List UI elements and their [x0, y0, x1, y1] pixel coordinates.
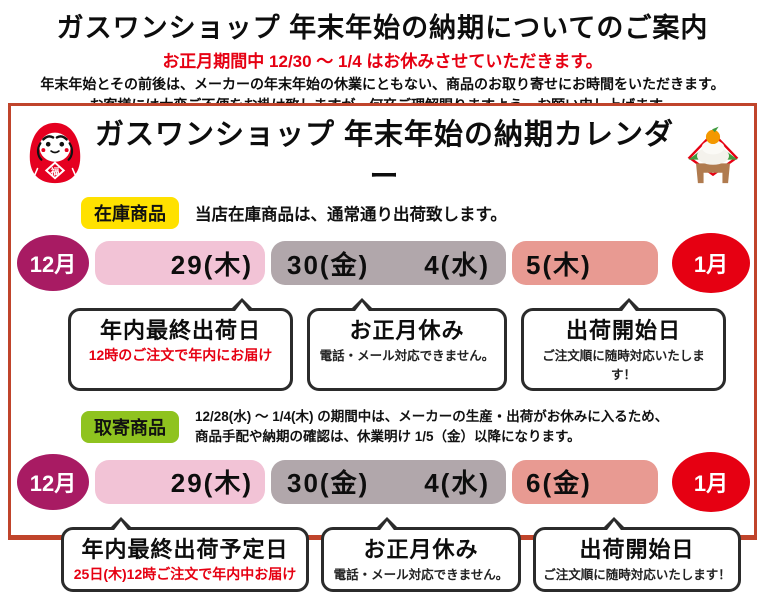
backorder-desc-line-1: 12/28(水) ～ 1/4(木) の期間中は、メーカーの生産・出荷がお休みに入…: [195, 409, 669, 424]
callout-title: お正月休み: [349, 318, 465, 343]
callout-last-ship-planned: 年内最終出荷予定日 25日(木)12時ご注文で年内中お届け: [61, 516, 309, 592]
callout-caret: [228, 298, 255, 315]
callout-caret: [107, 516, 134, 534]
page-header: ガスワンショップ 年末年始の納期についてのご案内 お正月期間中 12/30 ～ …: [0, 0, 765, 114]
callout-title: お正月休み: [363, 536, 479, 562]
callouts-stock: 年内最終出荷日 12時のご注文で年内にお届け お正月休み 電話・メール対応できま…: [11, 298, 754, 391]
stock-items-badge: 在庫商品: [81, 197, 179, 229]
bar-last-ship-stock: 29(木): [95, 241, 265, 285]
bar-holiday-backorder: 30(金) 4(水): [271, 459, 506, 504]
calendar-title: ガスワンショップ 年末年始の納期カレンダー: [94, 119, 675, 193]
callout-caret: [374, 516, 401, 534]
callout-ship-resume: 出荷開始日 ご注文順に随時対応いたします！: [533, 516, 741, 592]
callout-subtitle: 25日(木)12時ご注文で年内中お届け: [73, 565, 297, 582]
callout-title: 年内最終出荷日: [99, 318, 261, 343]
holiday-start-date: 30(金): [287, 468, 370, 498]
notice-line-1: 年末年始とその前後は、メーカーの年末年始の休業にともない、商品のお取り寄せにお時…: [40, 76, 725, 92]
backorder-desc-line-2: 商品手配や納期の確認は、休業明け 1/5（金）以降になります。: [195, 429, 581, 445]
month-december: 12月: [17, 453, 89, 510]
callout-caret: [348, 298, 375, 315]
bar-resume-stock: 5(木): [512, 241, 658, 285]
timeline-stock: 12月 29(木) 30(金) 4(水) 5(木) 1月: [11, 233, 754, 293]
callout-title: 年内最終出荷予定日: [81, 536, 289, 562]
callout-subtitle: ご注文順に随時対応いたします！: [543, 567, 731, 582]
bar-resume-backorder: 6(金): [512, 459, 658, 504]
callout-caret: [615, 298, 642, 315]
daruma-fuku-glyph: 福: [50, 165, 60, 176]
calendar-panel: 福 ガスワンショップ 年末年始の納期カレンダー 在庫商品 当店在庫商品は、通常通…: [8, 103, 757, 592]
callout-title: 出荷開始日: [565, 318, 681, 343]
holiday-notice: お正月期間中 12/30 ～ 1/4 はお休みさせていただきます。: [162, 52, 603, 71]
callout-title: 出荷開始日: [579, 536, 695, 562]
page-title: ガスワンショップ 年末年始の納期についてのご案内: [56, 13, 709, 43]
month-december: 12月: [17, 235, 89, 291]
bar-last-ship-backorder: 29(木): [95, 459, 265, 504]
backorder-items-badge: 取寄商品: [81, 411, 179, 444]
stock-section-description: 当店在庫商品は、通常通り出荷致します。: [195, 206, 507, 224]
callout-subtitle: 電話・メール対応できません。: [333, 567, 509, 582]
callout-subtitle: 12時のご注文で年内にお届け: [88, 347, 273, 363]
daruma-icon: 福: [29, 122, 81, 184]
callout-new-year-holiday: お正月休み 電話・メール対応できません。: [307, 298, 507, 391]
backorder-section-description: 12/28(水) ～ 1/4(木) の期間中は、メーカーの生産・出荷がお休みに入…: [195, 407, 668, 448]
callout-caret: [600, 516, 627, 534]
bar-holiday-stock: 30(金) 4(水): [271, 241, 506, 285]
backorder-section-header: 取寄商品 12/28(水) ～ 1/4(木) の期間中は、メーカーの生産・出荷が…: [81, 407, 754, 448]
month-january: 1月: [672, 233, 750, 293]
kagami-mochi-icon: [687, 126, 739, 184]
calendar-header: 福 ガスワンショップ 年末年始の納期カレンダー: [23, 111, 744, 195]
callout-subtitle: ご注文順に随時対応いたします！: [542, 349, 705, 382]
holiday-end-date: 4(水): [424, 249, 490, 280]
timeline-backorder: 12月 29(木) 30(金) 4(水) 6(金) 1月: [11, 451, 754, 512]
holiday-start-date: 30(金): [287, 249, 370, 280]
callout-ship-resume: 出荷開始日 ご注文順に随時対応いたします！: [521, 298, 726, 391]
callout-new-year-holiday: お正月休み 電話・メール対応できません。: [321, 516, 521, 592]
holiday-end-date: 4(水): [424, 468, 490, 498]
stock-section-header: 在庫商品 当店在庫商品は、通常通り出荷致します。: [81, 197, 754, 229]
callout-subtitle: 電話・メール対応できません。: [319, 349, 495, 363]
callouts-backorder: 年内最終出荷予定日 25日(木)12時ご注文で年内中お届け お正月休み 電話・メ…: [11, 516, 754, 592]
callout-last-ship: 年内最終出荷日 12時のご注文で年内にお届け: [68, 298, 293, 391]
month-january: 1月: [672, 451, 750, 512]
